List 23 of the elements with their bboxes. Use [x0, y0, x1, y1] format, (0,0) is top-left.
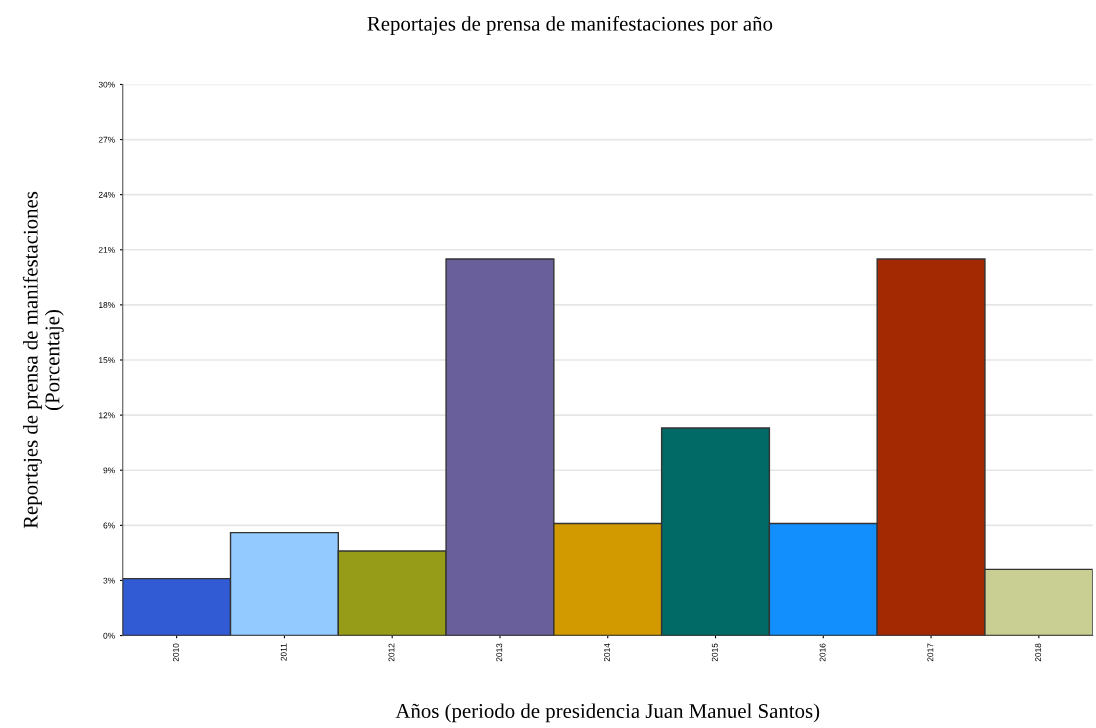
y-tick-label: 0%	[103, 632, 115, 639]
x-tick-label: 2012	[388, 643, 395, 662]
y-tick-label: 30%	[98, 81, 115, 88]
y-tick-label: 24%	[98, 191, 115, 198]
x-tick-label: 2013	[496, 643, 503, 662]
x-tick-label: 2018	[1035, 643, 1042, 662]
x-axis-title: Años (periodo de presidencia Juan Manuel Santos)	[395, 703, 820, 723]
y-tick-label: 18%	[99, 302, 115, 308]
x-tick-label: 2011	[280, 643, 287, 661]
y-tick-label: 6%	[103, 522, 115, 529]
y-axis-title: Reportajes de prensa de manifestaciones (Porcentaje)	[22, 191, 64, 529]
x-tick-label: 2010	[172, 643, 179, 662]
x-tick-label: 2016	[819, 643, 826, 662]
chart-title: Reportajes de prensa de manifestaciones por año	[367, 15, 773, 36]
y-tick-label: 12%	[99, 412, 115, 419]
x-tick-label: 2017	[927, 643, 934, 662]
y-tick-label: 3%	[103, 577, 115, 584]
y-tick-label: 15%	[99, 357, 115, 364]
x-tick-label: 2015	[711, 643, 718, 662]
y-tick-label: 27%	[98, 136, 115, 143]
y-tick-label: 21%	[98, 246, 115, 253]
x-tick-label: 2014	[604, 643, 610, 662]
y-tick-label: 9%	[103, 467, 115, 474]
